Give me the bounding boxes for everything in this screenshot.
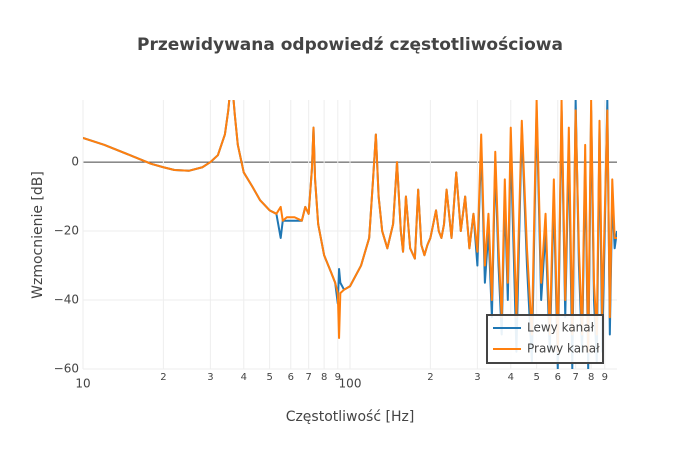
x-tick-label: 8 xyxy=(321,372,327,383)
x-tick-label: 5 xyxy=(533,372,539,383)
x-tick-label: 3 xyxy=(207,372,213,383)
x-tick-label: 6 xyxy=(288,372,294,383)
x-tick-label: 100 xyxy=(339,377,362,391)
x-tick-label: 8 xyxy=(588,372,594,383)
x-tick-label: 9 xyxy=(602,372,608,383)
legend: Lewy kanał Prawy kanał xyxy=(486,314,604,364)
y-tick-label: −60 xyxy=(54,362,79,376)
x-tick-label: 7 xyxy=(572,372,578,383)
x-axis-label: Częstotliwość [Hz] xyxy=(286,409,415,425)
x-tick-label: 4 xyxy=(241,372,247,383)
x-tick-label: 2 xyxy=(160,372,166,383)
grid xyxy=(82,100,617,370)
x-tick-label: 9 xyxy=(335,372,341,383)
legend-label: Prawy kanał xyxy=(527,342,600,356)
x-tick-label: 7 xyxy=(305,372,311,383)
x-tick-label: 4 xyxy=(508,372,514,383)
legend-box xyxy=(486,314,604,364)
series-line xyxy=(83,100,617,353)
y-tick-label: −20 xyxy=(54,224,79,238)
x-tick-label: 3 xyxy=(474,372,480,383)
x-tick-label: 10 xyxy=(75,377,90,391)
y-tick-label: 0 xyxy=(71,155,79,169)
y-axis-label: Wzmocnienie [dB] xyxy=(30,171,46,299)
x-tick-label: 2 xyxy=(427,372,433,383)
legend-label: Lewy kanał xyxy=(527,321,595,335)
y-tick-label: −40 xyxy=(54,293,79,307)
chart-title: Przewidywana odpowiedź częstotliwościowa xyxy=(137,35,563,55)
plot-area xyxy=(83,100,617,369)
x-tick-label: 5 xyxy=(266,372,272,383)
x-tick-label: 6 xyxy=(555,372,561,383)
